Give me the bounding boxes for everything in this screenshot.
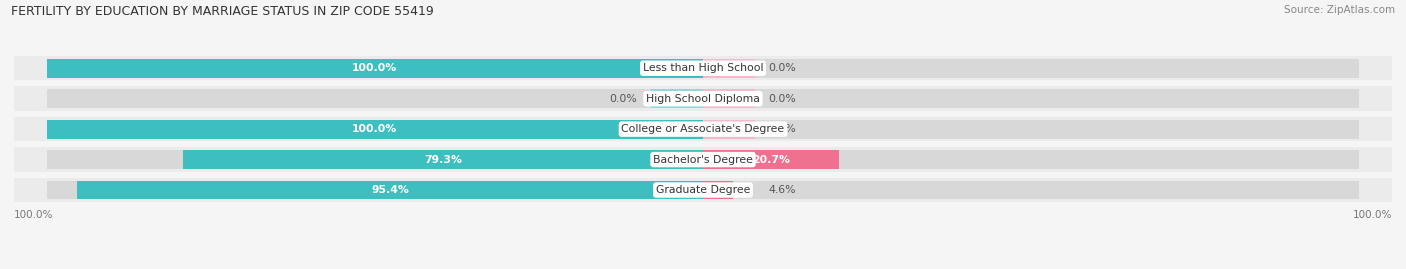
Text: 100.0%: 100.0%: [353, 63, 398, 73]
Bar: [183, 150, 703, 169]
Text: 0.0%: 0.0%: [769, 124, 796, 134]
Bar: [14, 178, 1392, 202]
Text: FERTILITY BY EDUCATION BY MARRIAGE STATUS IN ZIP CODE 55419: FERTILITY BY EDUCATION BY MARRIAGE STATU…: [11, 5, 434, 18]
Bar: [46, 59, 703, 78]
Bar: [14, 87, 1392, 111]
Bar: [703, 150, 839, 169]
Bar: [703, 180, 1360, 200]
Text: 0.0%: 0.0%: [769, 94, 796, 104]
Bar: [703, 120, 755, 139]
Text: 95.4%: 95.4%: [371, 185, 409, 195]
Legend: Married, Unmarried: Married, Unmarried: [614, 266, 792, 269]
Bar: [46, 89, 703, 108]
Bar: [703, 89, 755, 108]
Text: 100.0%: 100.0%: [1353, 210, 1392, 220]
Bar: [77, 180, 703, 200]
Bar: [14, 147, 1392, 172]
Text: College or Associate's Degree: College or Associate's Degree: [621, 124, 785, 134]
Bar: [703, 150, 1360, 169]
Bar: [703, 59, 755, 78]
Text: 100.0%: 100.0%: [353, 124, 398, 134]
Text: Bachelor's Degree: Bachelor's Degree: [652, 155, 754, 165]
Bar: [14, 56, 1392, 80]
Bar: [46, 59, 703, 78]
Text: 20.7%: 20.7%: [752, 155, 790, 165]
Text: 0.0%: 0.0%: [610, 94, 637, 104]
Bar: [703, 89, 1360, 108]
Bar: [46, 120, 703, 139]
Bar: [703, 59, 1360, 78]
Text: Less than High School: Less than High School: [643, 63, 763, 73]
Text: Source: ZipAtlas.com: Source: ZipAtlas.com: [1284, 5, 1395, 15]
Bar: [703, 120, 1360, 139]
Text: 0.0%: 0.0%: [769, 63, 796, 73]
Text: Graduate Degree: Graduate Degree: [655, 185, 751, 195]
Bar: [14, 117, 1392, 141]
Text: 100.0%: 100.0%: [14, 210, 53, 220]
Text: 79.3%: 79.3%: [423, 155, 461, 165]
Bar: [703, 180, 733, 200]
Bar: [46, 120, 703, 139]
Bar: [46, 180, 703, 200]
Text: 4.6%: 4.6%: [769, 185, 796, 195]
Text: High School Diploma: High School Diploma: [647, 94, 759, 104]
Bar: [651, 89, 703, 108]
Bar: [46, 150, 703, 169]
